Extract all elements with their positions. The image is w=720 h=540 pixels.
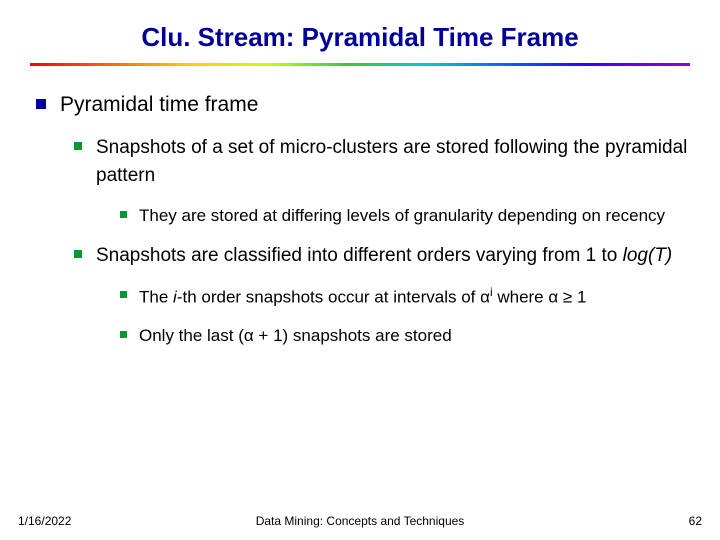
bullet-level3: They are stored at differing levels of g… — [30, 204, 690, 229]
bullet-text: They are stored at differing levels of g… — [139, 204, 665, 229]
bullet-text: Pyramidal time frame — [60, 90, 258, 120]
bullet-text: Snapshots of a set of micro-clusters are… — [96, 134, 690, 189]
text-part: -th order snapshots occur at intervals o… — [177, 287, 490, 306]
square-bullet-icon — [36, 99, 46, 109]
text-italic: log(T) — [623, 245, 673, 266]
bullet-level1: Pyramidal time frame — [30, 90, 690, 120]
text-part: The — [139, 287, 173, 306]
slide-title: Clu. Stream: Pyramidal Time Frame — [30, 22, 690, 53]
square-bullet-icon — [120, 331, 127, 338]
footer-page-number: 62 — [689, 514, 702, 528]
bullet-text: The i-th order snapshots occur at interv… — [139, 284, 586, 310]
slide-footer: 1/16/2022 Data Mining: Concepts and Tech… — [0, 514, 720, 528]
footer-title: Data Mining: Concepts and Techniques — [256, 514, 465, 528]
footer-date: 1/16/2022 — [18, 514, 71, 528]
square-bullet-icon — [74, 250, 82, 258]
bullet-level3: Only the last (α + 1) snapshots are stor… — [30, 324, 690, 349]
square-bullet-icon — [74, 142, 82, 150]
bullet-text: Only the last (α + 1) snapshots are stor… — [139, 324, 452, 349]
slide-container: Clu. Stream: Pyramidal Time Frame Pyrami… — [0, 0, 720, 540]
text-part: Snapshots are classified into different … — [96, 245, 623, 266]
divider-rainbow — [30, 63, 690, 66]
bullet-text: Snapshots are classified into different … — [96, 242, 672, 270]
square-bullet-icon — [120, 291, 127, 298]
bullet-level2: Snapshots of a set of micro-clusters are… — [30, 134, 690, 189]
bullet-level3: The i-th order snapshots occur at interv… — [30, 284, 690, 310]
text-part: where α ≥ 1 — [493, 287, 587, 306]
bullet-level2: Snapshots are classified into different … — [30, 242, 690, 270]
square-bullet-icon — [120, 211, 127, 218]
